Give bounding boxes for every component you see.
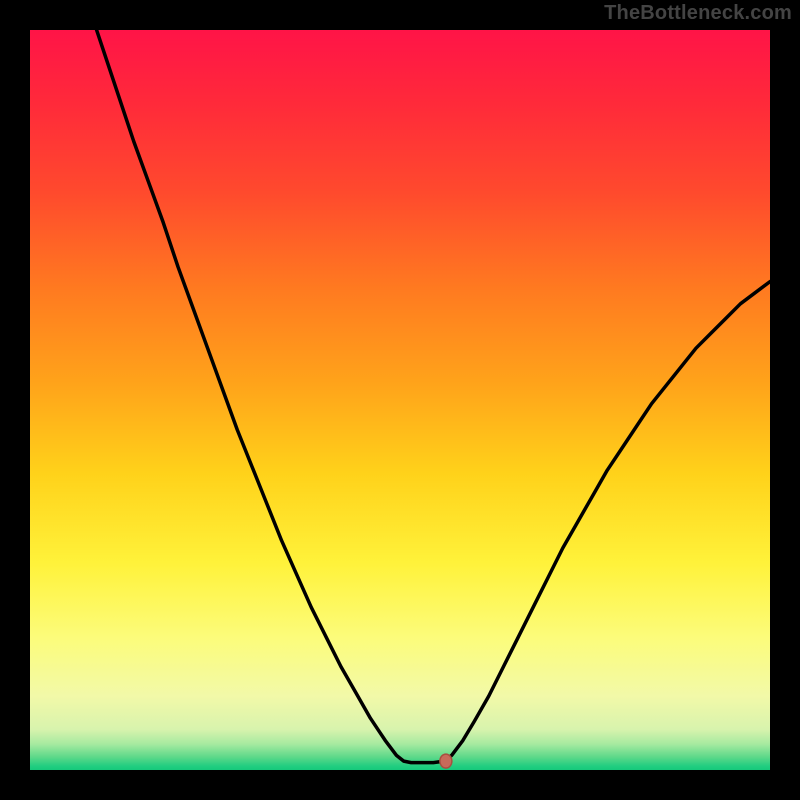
- bottleneck-curve-chart: [0, 0, 800, 800]
- chart-frame: TheBottleneck.com: [0, 0, 800, 800]
- plot-gradient-background: [30, 30, 770, 770]
- optimal-point-marker: [440, 754, 452, 768]
